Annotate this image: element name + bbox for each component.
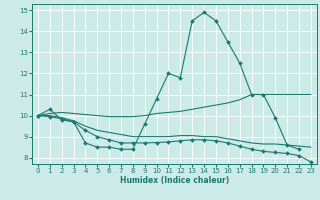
X-axis label: Humidex (Indice chaleur): Humidex (Indice chaleur) (120, 176, 229, 185)
